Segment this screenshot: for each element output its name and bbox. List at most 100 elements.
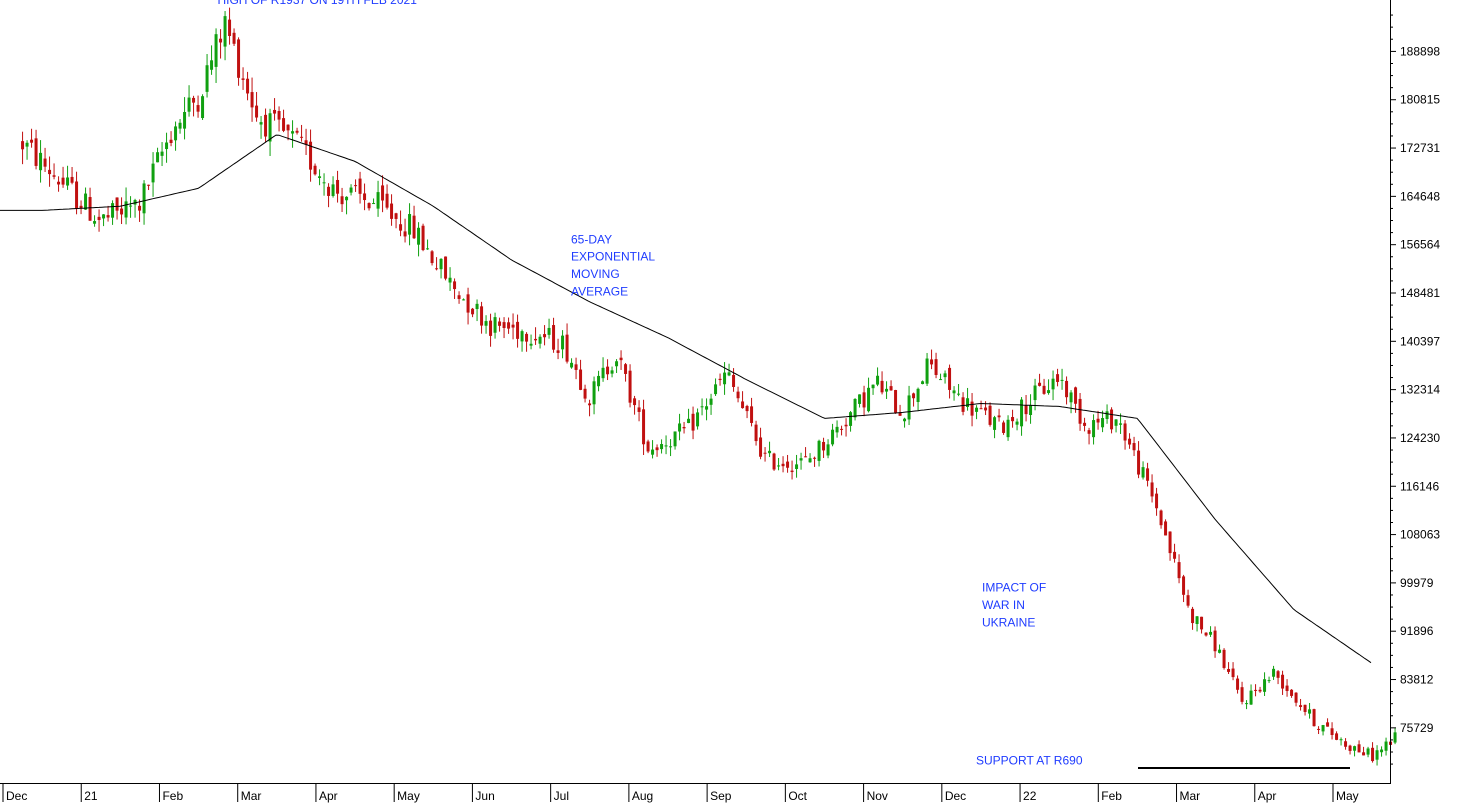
candle-body (205, 65, 209, 92)
candle-body (192, 97, 196, 103)
candle-body (1087, 430, 1091, 434)
candle-body (849, 412, 853, 426)
candle-body (421, 225, 425, 251)
candle-body (1308, 709, 1312, 714)
candle-body (1227, 668, 1231, 672)
candle-body (772, 453, 776, 470)
candle-body (1281, 674, 1285, 689)
candle-body (705, 406, 709, 410)
candle-body (660, 444, 664, 450)
candle-body (430, 251, 434, 264)
candle-body (615, 361, 619, 367)
candle-body (606, 366, 610, 375)
candle-body (1258, 689, 1262, 692)
candle-body (1006, 419, 1010, 438)
candle-body (1083, 422, 1087, 426)
candle-body (520, 331, 524, 342)
candle-body (1029, 405, 1033, 416)
candle-body (223, 16, 227, 47)
candle-body (1222, 649, 1226, 668)
candle-body (367, 203, 371, 209)
candle-body (1236, 678, 1240, 690)
candle-body (813, 457, 817, 459)
x-tick-label: Dec (6, 789, 27, 803)
y-tick-label: 148481 (1400, 286, 1440, 300)
candle-body (979, 408, 983, 410)
candle-body (381, 185, 385, 201)
candle-body (525, 333, 529, 342)
candle-body (1204, 632, 1208, 636)
candle-body (286, 124, 290, 131)
candle-body (1276, 671, 1280, 678)
candle-body (1303, 704, 1307, 712)
candle-body (214, 34, 218, 67)
candle-body (165, 142, 169, 150)
candle-body (115, 197, 119, 211)
candle-body (664, 445, 668, 447)
candle-body (669, 446, 673, 448)
candle-body (1141, 467, 1145, 478)
candle-body (48, 169, 52, 175)
candle-body (201, 96, 205, 119)
candle-body (1015, 421, 1019, 425)
candle-body (1384, 741, 1388, 751)
candle-body (898, 412, 902, 416)
candle-body (39, 152, 43, 171)
candle-body (484, 321, 488, 326)
candle-body (435, 268, 439, 270)
candle-body (1294, 692, 1298, 703)
candle-body (637, 407, 641, 412)
candle-body (439, 258, 443, 270)
candle-body (948, 367, 952, 390)
candle-body (1240, 687, 1244, 702)
candle-body (682, 427, 686, 429)
candle-body (1119, 423, 1123, 425)
candle-body (178, 122, 182, 129)
candle-body (651, 449, 655, 455)
candle-body (345, 196, 349, 201)
candle-body (687, 418, 691, 424)
y-tick-label: 132314 (1400, 383, 1440, 397)
y-tick-label: 75729 (1400, 721, 1434, 735)
x-axis: Dec 21 Feb Mar Apr May Jun Jul Aug Sep Oct Nov Dec 22… (2, 784, 1359, 803)
x-tick-label: Sep (710, 789, 732, 803)
candle-body (781, 463, 785, 467)
candle-body (291, 131, 295, 134)
candle-body (34, 138, 38, 166)
candle-body (196, 105, 200, 112)
candle-body (273, 109, 277, 114)
x-tick-label: Nov (867, 789, 888, 803)
candle-body (1299, 705, 1303, 707)
candle-body (1173, 551, 1177, 559)
candle-body (588, 403, 592, 406)
candle-body (160, 151, 164, 156)
candle-body (880, 380, 884, 393)
candle-body (295, 130, 299, 133)
candle-body (795, 464, 799, 469)
candle-body (1033, 385, 1037, 401)
candle-body (1137, 450, 1141, 475)
candle-body (696, 412, 700, 427)
candle-body (1285, 685, 1289, 692)
candle-body (997, 415, 1001, 418)
candle-body (714, 384, 718, 395)
candle-body (925, 358, 929, 384)
candle-body (268, 113, 272, 142)
y-tick-label: 180815 (1400, 93, 1440, 107)
candle-body (174, 126, 178, 141)
candle-body (493, 317, 497, 333)
annotation-text: MOVING (571, 267, 620, 281)
candle-body (466, 294, 470, 313)
candle-body (489, 320, 493, 336)
candle-body (84, 193, 88, 210)
candle-body (1114, 419, 1118, 426)
candle-body (1146, 468, 1150, 481)
candle-body (1213, 630, 1217, 652)
candle-body (453, 281, 457, 290)
candle-body (462, 299, 466, 301)
candle-body (736, 391, 740, 399)
candle-body (1195, 616, 1199, 625)
candle-body (691, 413, 695, 431)
candle-body (885, 388, 889, 392)
candle-body (93, 221, 97, 224)
